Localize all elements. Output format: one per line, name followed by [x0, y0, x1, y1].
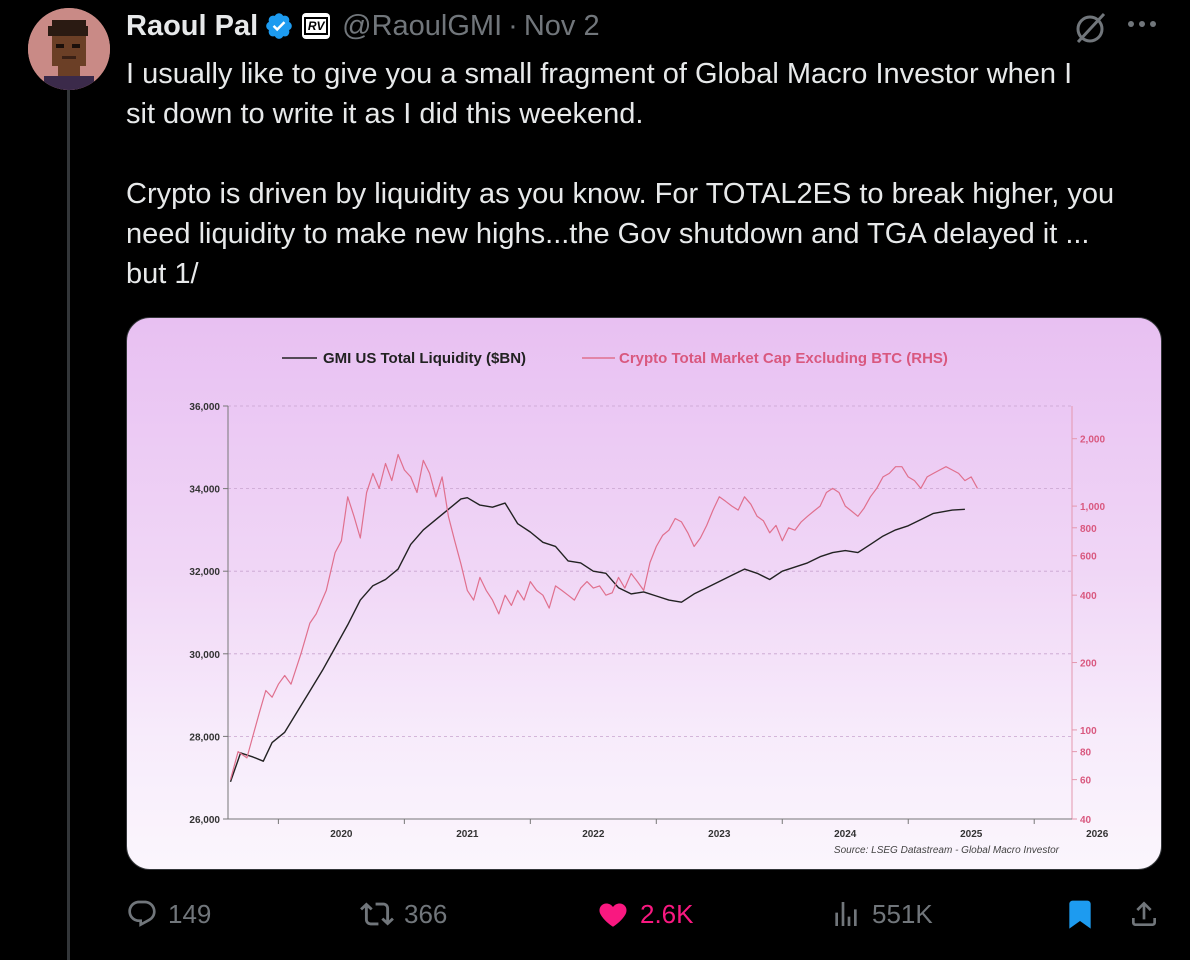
like-icon [599, 903, 627, 927]
like-button[interactable]: 2.6K [596, 890, 694, 938]
affiliate-badge-label: RV [303, 17, 329, 35]
author-name[interactable]: Raoul Pal [126, 9, 259, 42]
repost-count: 366 [404, 898, 448, 929]
x-tick-label: 2024 [834, 829, 857, 840]
tweet-date[interactable]: Nov 2 [523, 9, 600, 42]
x-tick-label: 2023 [708, 829, 731, 840]
thread-line [67, 90, 70, 960]
tweet-media-chart[interactable]: GMI US Total Liquidity ($BN) Crypto Total… [126, 317, 1162, 870]
chart-source: Source: LSEG Datastream - Global Macro I… [834, 845, 1060, 856]
reply-count: 149 [168, 898, 212, 929]
series-line-liquidity [229, 496, 965, 783]
repost-button[interactable]: 366 [360, 890, 447, 938]
views-button[interactable]: 551K [830, 890, 933, 938]
affiliate-badge[interactable]: RV [302, 13, 331, 39]
right-tick-label: 200 [1080, 659, 1097, 670]
right-tick-label: 400 [1080, 591, 1097, 602]
right-tick-label: 800 [1080, 524, 1097, 535]
right-tick-label: 40 [1080, 815, 1092, 826]
left-tick-label: 34,000 [189, 485, 220, 496]
avatar[interactable] [28, 8, 110, 90]
repost-icon [360, 902, 394, 926]
reply-icon [128, 900, 156, 927]
left-tick-label: 28,000 [189, 732, 220, 743]
left-tick-label: 36,000 [189, 402, 220, 413]
x-tick-label: 2025 [960, 829, 983, 840]
x-tick-label: 2026 [1086, 829, 1109, 840]
tweet-text: I usually like to give you a small fragm… [126, 58, 1115, 290]
right-tick-label: 1,000 [1080, 502, 1105, 513]
x-tick-label: 2021 [456, 829, 479, 840]
chart-series [229, 453, 979, 783]
author-handle[interactable]: @RaoulGMI [342, 9, 503, 42]
right-tick-label: 2,000 [1080, 435, 1105, 446]
chart-axes: 36,000 34,000 32,000 30,000 28,000 26,000 2,00… [189, 402, 1108, 840]
views-count: 551K [872, 898, 933, 929]
right-tick-label: 100 [1080, 726, 1097, 737]
tweet-header: Raoul Pal RV @RaoulGMI · Nov 2 [126, 6, 600, 46]
reply-button[interactable]: 149 [126, 890, 211, 938]
left-tick-label: 30,000 [189, 650, 220, 661]
verified-badge-icon[interactable] [264, 11, 294, 41]
more-icon[interactable] [1122, 6, 1162, 42]
header-separator: · [508, 9, 518, 42]
left-tick-label: 26,000 [189, 815, 220, 826]
chart-legend: GMI US Total Liquidity ($BN) Crypto Total… [282, 350, 948, 367]
views-icon [835, 902, 857, 926]
legend-label-liquidity: GMI US Total Liquidity ($BN) [323, 350, 526, 367]
x-tick-label: 2022 [582, 829, 605, 840]
x-tick-label: 2020 [330, 829, 353, 840]
chart-svg: GMI US Total Liquidity ($BN) Crypto Total… [189, 350, 1108, 856]
grok-icon[interactable] [1070, 8, 1110, 48]
avatar-image [28, 8, 110, 90]
like-count: 2.6K [640, 898, 694, 929]
series-line-crypto [229, 453, 979, 780]
left-tick-label: 32,000 [189, 567, 220, 578]
right-tick-label: 600 [1080, 552, 1097, 563]
right-tick-label: 60 [1080, 776, 1092, 787]
action-bar: 149 366 2.6K 551K [126, 890, 1166, 938]
right-tick-label: 80 [1080, 748, 1092, 759]
bookmark-icon[interactable] [1064, 897, 1096, 931]
share-icon[interactable] [1128, 897, 1160, 931]
legend-label-crypto: Crypto Total Market Cap Excluding BTC (R… [619, 350, 948, 367]
